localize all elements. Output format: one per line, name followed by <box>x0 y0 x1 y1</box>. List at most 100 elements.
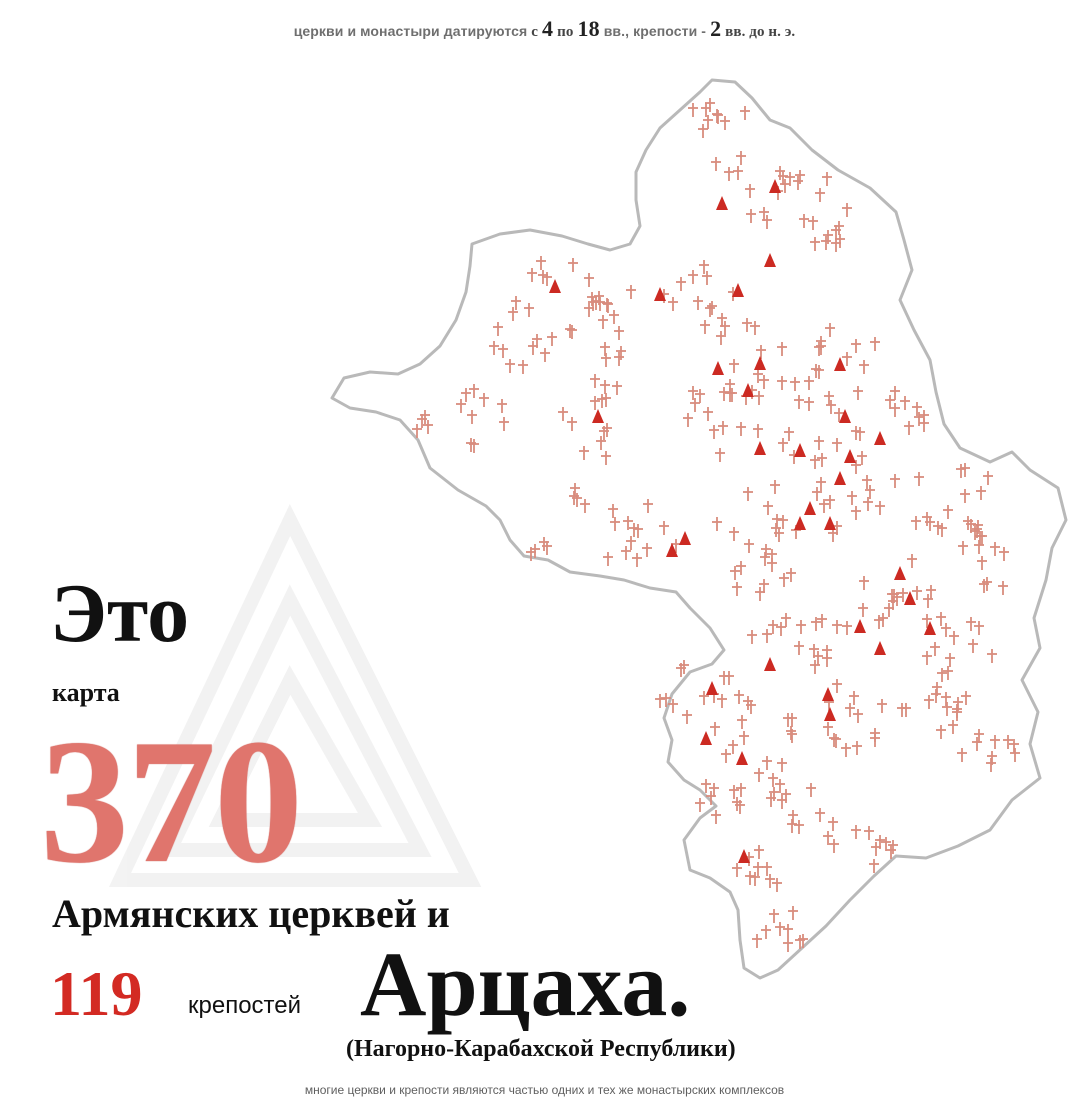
cross-icon <box>904 421 914 435</box>
cross-icon <box>832 438 842 452</box>
cross-icon <box>911 516 921 530</box>
cross-icon <box>777 758 787 772</box>
cross-icon <box>823 831 833 845</box>
cross-icon <box>724 671 734 685</box>
cross-icon <box>532 334 542 348</box>
cross-icon <box>1003 735 1013 749</box>
cross-icon <box>493 322 503 336</box>
cross-icon <box>779 573 789 587</box>
cross-icon <box>810 455 820 469</box>
cross-icon <box>770 480 780 494</box>
cross-icon <box>744 539 754 553</box>
cross-icon <box>823 230 833 244</box>
cross-icon <box>829 839 839 853</box>
cross-icon <box>526 547 536 561</box>
cross-icon <box>922 651 932 665</box>
cross-icon <box>809 644 819 658</box>
cross-icon <box>632 553 642 567</box>
cross-icon <box>990 542 1000 556</box>
footer-note: многие церкви и крепости являются частью… <box>304 1083 785 1097</box>
cross-icon <box>942 702 952 716</box>
cross-icon <box>977 556 987 570</box>
fortresses-count: 119 <box>50 958 143 1029</box>
cross-icon <box>759 579 769 593</box>
header-century-from: 4 <box>542 16 554 41</box>
cross-icon <box>814 342 824 356</box>
cross-icon <box>924 695 934 709</box>
cross-icon <box>715 448 725 462</box>
triangle-icon <box>924 621 936 635</box>
cross-icon <box>743 487 753 501</box>
cross-icon <box>907 554 917 568</box>
cross-icon <box>600 342 610 356</box>
triangle-icon <box>769 179 781 193</box>
cross-icon <box>974 621 984 635</box>
cross-icon <box>788 810 798 824</box>
cross-icon <box>609 310 619 324</box>
cross-icon <box>810 237 820 251</box>
cross-icon <box>796 620 806 634</box>
cross-icon <box>834 221 844 235</box>
cross-icon <box>795 170 805 184</box>
cross-icon <box>987 751 997 765</box>
cross-icon <box>973 520 983 534</box>
cross-icon <box>642 543 652 557</box>
cross-icon <box>958 541 968 555</box>
cross-icon <box>498 344 508 358</box>
cross-icon <box>859 576 869 590</box>
cross-icon <box>601 451 611 465</box>
cross-icon <box>982 577 992 591</box>
cross-icon <box>683 413 693 427</box>
cross-icon <box>610 517 620 531</box>
triangle-icon <box>904 591 916 605</box>
cross-icon <box>713 110 723 124</box>
cross-icon <box>732 863 742 877</box>
cross-icon <box>538 270 548 284</box>
cross-icon <box>788 906 798 920</box>
cross-icon <box>794 820 804 834</box>
cross-icon <box>937 523 947 537</box>
cross-icon <box>816 336 826 350</box>
cross-icon <box>817 614 827 628</box>
cross-icon <box>547 332 557 346</box>
cross-icon <box>881 837 891 851</box>
cross-icon <box>845 703 855 717</box>
cross-icon <box>759 207 769 221</box>
region-border <box>330 78 1068 980</box>
cross-icon <box>972 737 982 751</box>
cross-icon <box>914 412 924 426</box>
cross-icon <box>567 417 577 431</box>
cross-icon <box>864 826 874 840</box>
cross-icon <box>702 271 712 285</box>
cross-icon <box>859 360 869 374</box>
cross-icon <box>590 396 600 410</box>
cross-icon <box>769 787 779 801</box>
cross-icon <box>497 399 507 413</box>
cross-icon <box>734 690 744 704</box>
cross-icon <box>974 540 984 554</box>
cross-icon <box>804 397 814 411</box>
cross-icon <box>753 862 763 876</box>
cross-icon <box>794 395 804 409</box>
cross-icon <box>936 612 946 626</box>
triangle-icon <box>592 409 604 423</box>
cross-icon <box>567 325 577 339</box>
cross-icon <box>565 324 575 338</box>
cross-icon <box>783 938 793 952</box>
cross-icon <box>814 365 824 379</box>
cross-icon <box>851 460 861 474</box>
cross-icon <box>814 436 824 450</box>
cross-icon <box>761 925 771 939</box>
cross-icon <box>941 692 951 706</box>
triangle-icon <box>549 279 561 293</box>
triangle-icon <box>894 566 906 580</box>
cross-icon <box>983 471 993 485</box>
cross-icon <box>703 407 713 421</box>
cross-icon <box>890 386 900 400</box>
cross-icon <box>676 277 686 291</box>
cross-icon <box>775 779 785 793</box>
cross-icon <box>705 303 715 317</box>
cross-icon <box>842 621 852 635</box>
cross-icon <box>736 783 746 797</box>
triangle-icon <box>764 253 776 267</box>
